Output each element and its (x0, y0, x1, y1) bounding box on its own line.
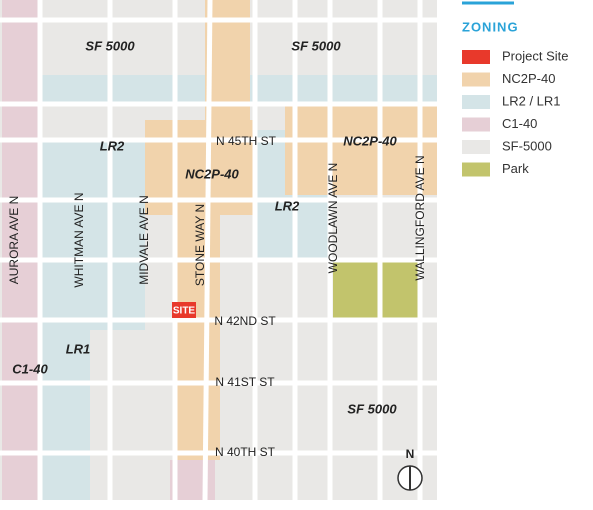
legend-label: NC2P-40 (502, 71, 555, 86)
legend-swatch (462, 117, 490, 132)
zone-label: C1-40 (12, 361, 48, 376)
north-label: N (406, 447, 415, 461)
zone-label: NC2P-40 (343, 133, 397, 148)
legend-swatch (462, 140, 490, 154)
legend-swatch (462, 50, 490, 64)
legend-swatch (462, 95, 490, 109)
avenue-label: WHITMAN AVE N (72, 192, 86, 287)
legend-swatch (462, 72, 490, 87)
site-marker (172, 302, 196, 318)
zone-label: NC2P-40 (185, 166, 239, 181)
zone-label: LR2 (275, 198, 300, 213)
avenue-label: WOODLAWN AVE N (326, 163, 340, 274)
zone-label: SF 5000 (347, 401, 397, 416)
street-label: N 40TH ST (215, 445, 276, 459)
zone-label: SF 5000 (85, 38, 135, 53)
street-label: N 45TH ST (216, 134, 277, 148)
avenue-label: MIDVALE AVE N (137, 195, 151, 285)
legend-label: SF-5000 (502, 138, 552, 153)
zone-label: SF 5000 (291, 38, 341, 53)
legend-title: ZONING (462, 19, 519, 34)
zone-label: LR2 (100, 138, 125, 153)
legend: ZONING Project Site NC2P-40 LR2 / LR1 C1-40… (462, 1, 568, 177)
street-label: N 42ND ST (214, 314, 276, 328)
legend-swatch (462, 162, 490, 177)
avenue-label: WALLINGFORD AVE N (413, 155, 427, 280)
street-label: N 41ST ST (215, 375, 275, 389)
legend-label: Project Site (502, 48, 568, 63)
roads (0, 0, 437, 501)
legend-label: C1-40 (502, 116, 537, 131)
site-label: SITE (173, 306, 196, 317)
legend-label: Park (502, 161, 529, 176)
avenue-label: AURORA AVE N (7, 196, 21, 284)
map-area: SITE SF 5000 SF 5000 LR2 NC2P-40 NC2P-40… (0, 0, 437, 501)
avenue-label: STONE WAY N (193, 204, 207, 286)
zone-label: LR1 (66, 341, 91, 356)
legend-label: LR2 / LR1 (502, 93, 561, 108)
